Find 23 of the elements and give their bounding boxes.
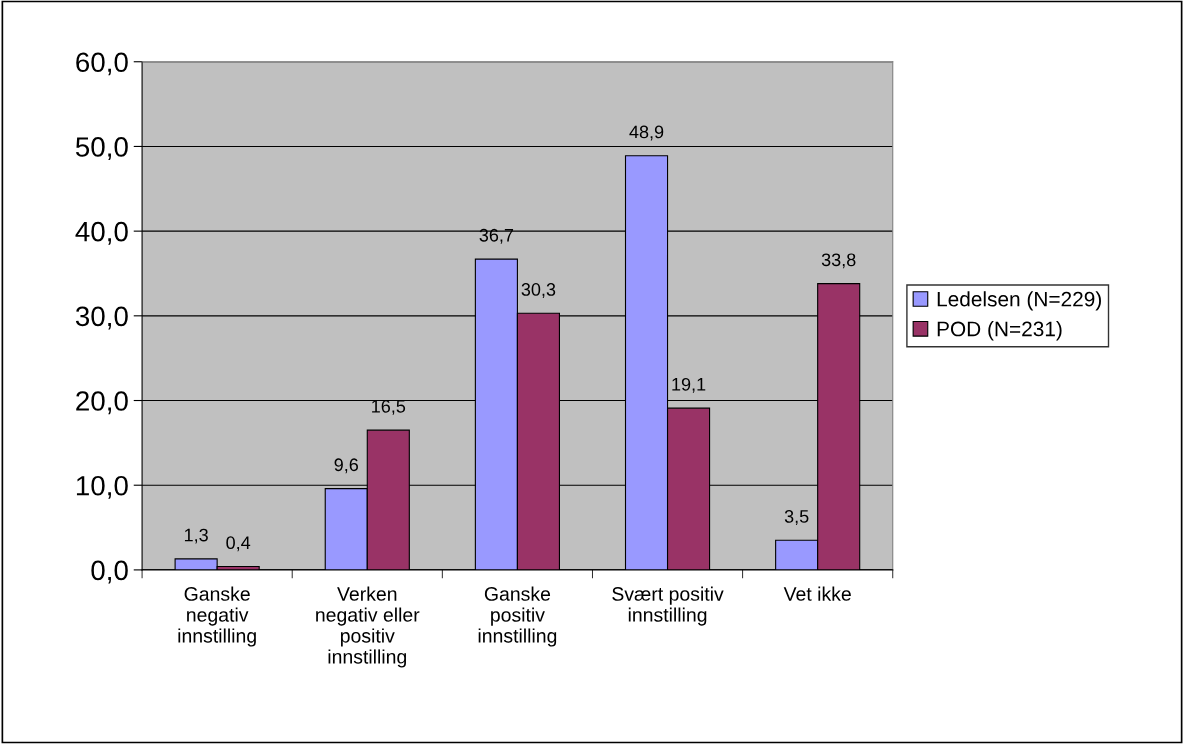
y-tick-label: 10,0 [76, 475, 128, 499]
legend-label: POD (N=231) [937, 321, 1062, 341]
legend-label: Ledelsen (N=229) [937, 291, 1101, 311]
data-label: 3,5 [784, 510, 809, 525]
data-label: 33,8 [821, 253, 856, 269]
x-tick-label: Vet ikke [783, 586, 851, 601]
y-tick-label: 30,0 [75, 306, 128, 330]
data-label: 0,4 [226, 536, 251, 552]
y-tick-label: 60,0 [76, 52, 128, 76]
x-tick-label: Ganske positiv innstilling [478, 586, 557, 647]
y-tick-label: 20,0 [76, 391, 128, 415]
data-label: 19,1 [672, 377, 706, 393]
data-label: 9,6 [334, 458, 359, 474]
data-label: 1,3 [184, 528, 208, 544]
y-tick-label: 50,0 [75, 137, 128, 161]
y-tick-label: 0,0 [91, 560, 128, 584]
data-label: 36,7 [479, 228, 514, 244]
x-tick-label: Ganske negativ innstilling [178, 586, 256, 647]
data-label: 30,3 [521, 283, 556, 298]
y-tick-label: 40,0 [75, 221, 128, 245]
x-tick-label: Svært positiv innstilling [612, 586, 724, 626]
x-tick-label: Verken negativ eller positiv innstilling [316, 586, 420, 668]
data-label: 48,9 [629, 125, 664, 141]
